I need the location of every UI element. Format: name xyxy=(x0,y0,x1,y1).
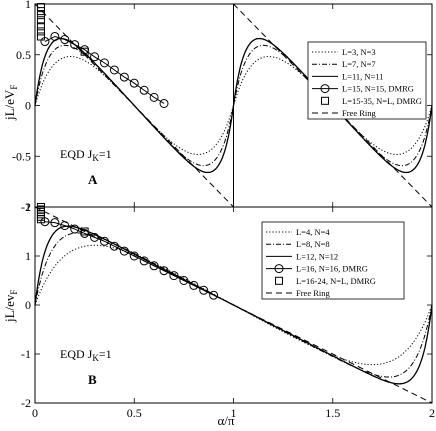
data-point xyxy=(36,207,45,216)
series-b-5 xyxy=(34,206,433,404)
data-point xyxy=(36,210,45,219)
data-point xyxy=(119,246,129,256)
legend-label: L=15-35, N=L, DMRG xyxy=(342,96,422,106)
panel-b-ylabel: jL/evF xyxy=(2,290,19,323)
data-point xyxy=(159,98,169,108)
y-tick-label: -1 xyxy=(21,200,31,214)
y-tick-label: -0.5 xyxy=(12,149,31,163)
legend-label: L=7, N=7 xyxy=(342,59,376,69)
data-point xyxy=(169,271,179,281)
panel-b: 0 0.5 1 1.5 2 -2 -1 0 1 2 B EQD JK=1 jL/evF α/π L… xyxy=(2,200,435,428)
series-b-3-line xyxy=(44,221,214,296)
y-tick-label: 1 xyxy=(25,249,31,263)
legend-swatch xyxy=(274,264,284,274)
data-point xyxy=(80,227,89,236)
legend-label: L=11, N=11 xyxy=(342,71,384,81)
legend-label: Free Ring xyxy=(342,108,377,118)
legend-b: L=4, N=4 L=8, N=8 L=12, N=12 L=16, N=16, DM… xyxy=(261,221,405,300)
data-point xyxy=(149,92,159,102)
legend-label: Free Ring xyxy=(296,288,331,298)
data-point xyxy=(36,212,45,221)
data-point xyxy=(36,22,45,31)
data-point xyxy=(36,32,45,41)
legend-label: L=12, N=12 xyxy=(296,251,338,261)
data-point xyxy=(149,261,159,271)
data-point xyxy=(109,65,119,75)
data-point xyxy=(90,52,100,62)
legend-label: L=16, N=16, DMRG xyxy=(296,264,368,274)
legend-a: L=3, N=3 L=7, N=7 L=11, N=11 L=15, N=15, DM… xyxy=(307,41,427,120)
x-tick-label: 0.5 xyxy=(127,406,142,420)
data-point xyxy=(36,16,45,25)
data-point xyxy=(70,40,80,50)
panel-b-annotation: EQD JK=1 xyxy=(60,347,112,363)
y-tick-label: -2 xyxy=(21,396,31,410)
legend-label: L=4, N=4 xyxy=(296,227,330,237)
series-a-3-line xyxy=(44,35,165,104)
x-tick-label: 2 xyxy=(429,406,435,420)
data-point xyxy=(139,256,149,266)
data-point xyxy=(36,215,45,224)
panel-a: -1-0.500.51 A EQD JK=1 jL/eVF L=3, N=3L=… xyxy=(2,0,433,214)
y-tick-label: 2 xyxy=(25,200,31,214)
data-point xyxy=(209,290,219,300)
panel-b-letter: B xyxy=(88,372,97,387)
data-point xyxy=(139,85,149,95)
legend-label: L=8, N=8 xyxy=(296,239,330,249)
data-point xyxy=(119,72,129,82)
data-point xyxy=(99,58,109,68)
data-point xyxy=(36,27,45,36)
y-tick-label: 0 xyxy=(25,298,31,312)
y-tick-label: 1 xyxy=(25,0,31,11)
y-tick-label: 0.5 xyxy=(16,48,31,62)
data-point xyxy=(50,31,60,41)
data-point xyxy=(60,35,70,45)
series-b-0 xyxy=(34,244,433,366)
data-point xyxy=(129,251,139,261)
x-tick-label: 1 xyxy=(231,406,237,420)
legend-swatch xyxy=(320,84,330,94)
data-point xyxy=(90,232,100,242)
data-point xyxy=(36,11,45,20)
legend-swatch xyxy=(275,276,283,285)
panel-a-ylabel: jL/eVF xyxy=(2,85,19,121)
data-point xyxy=(189,280,199,290)
x-tick-label: 1.5 xyxy=(325,406,340,420)
data-point xyxy=(179,276,189,285)
panel-a-letter: A xyxy=(88,172,98,187)
legend-label: L=3, N=3 xyxy=(342,47,376,57)
legend-label: L=15, N=15, DMRG xyxy=(342,84,414,94)
panel-a-annotation: EQD JK=1 xyxy=(60,147,112,163)
legend-label: L=16-24, N=L, DMRG xyxy=(296,276,376,286)
data-point xyxy=(99,236,109,246)
x-tick-label: 0 xyxy=(32,406,38,420)
data-point xyxy=(109,241,119,251)
x-axis-label: α/π xyxy=(218,413,235,428)
series-a-0 xyxy=(34,56,433,155)
data-point xyxy=(36,7,45,16)
y-tick-label: 0 xyxy=(25,99,31,113)
legend-swatch xyxy=(321,96,329,105)
y-tick-label: -1 xyxy=(21,347,31,361)
data-point xyxy=(159,266,169,276)
data-point xyxy=(129,78,139,88)
data-point xyxy=(70,224,80,234)
data-point xyxy=(199,285,209,295)
